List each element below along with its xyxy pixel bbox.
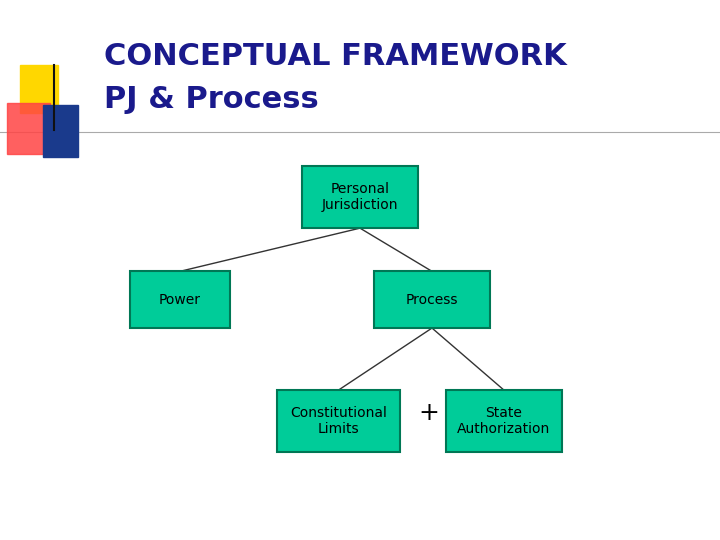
FancyBboxPatch shape — [277, 390, 400, 453]
FancyBboxPatch shape — [374, 271, 490, 328]
Text: Personal
Jurisdiction: Personal Jurisdiction — [322, 182, 398, 212]
Bar — [43, 105, 78, 157]
Text: PJ & Process: PJ & Process — [104, 85, 319, 114]
Text: +: + — [418, 401, 438, 425]
FancyBboxPatch shape — [130, 271, 230, 328]
Bar — [20, 65, 58, 113]
Text: State
Authorization: State Authorization — [457, 406, 551, 436]
Text: Power: Power — [159, 293, 201, 307]
Text: CONCEPTUAL FRAMEWORK: CONCEPTUAL FRAMEWORK — [104, 42, 567, 71]
FancyBboxPatch shape — [302, 166, 418, 228]
Text: Process: Process — [406, 293, 458, 307]
Text: Constitutional
Limits: Constitutional Limits — [290, 406, 387, 436]
FancyBboxPatch shape — [446, 390, 562, 453]
Bar — [7, 103, 50, 154]
